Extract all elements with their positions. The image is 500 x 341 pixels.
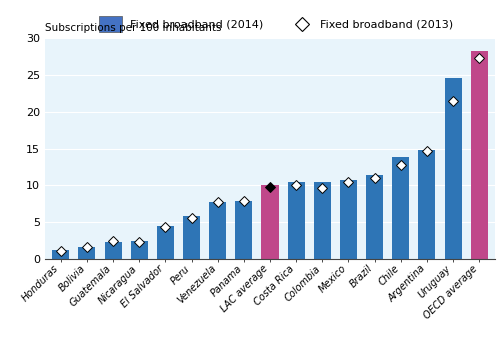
FancyBboxPatch shape	[99, 16, 122, 32]
Bar	[52, 250, 69, 259]
Bar	[444, 78, 462, 259]
Bar	[236, 201, 252, 259]
Bar	[183, 217, 200, 259]
Text: Fixed broadband (2014): Fixed broadband (2014)	[130, 19, 264, 29]
Bar	[130, 241, 148, 259]
Text: Fixed broadband (2013): Fixed broadband (2013)	[320, 19, 452, 29]
Bar	[418, 150, 436, 259]
Bar	[78, 247, 96, 259]
Bar	[340, 179, 357, 259]
Bar	[157, 226, 174, 259]
Bar	[366, 175, 383, 259]
Bar	[314, 182, 331, 259]
Bar	[209, 202, 226, 259]
Text: Subscriptions per 100 inhabitants: Subscriptions per 100 inhabitants	[45, 24, 222, 33]
Bar	[288, 182, 304, 259]
Bar	[104, 242, 122, 259]
Bar	[262, 186, 278, 259]
Bar	[471, 51, 488, 259]
Bar	[392, 157, 409, 259]
